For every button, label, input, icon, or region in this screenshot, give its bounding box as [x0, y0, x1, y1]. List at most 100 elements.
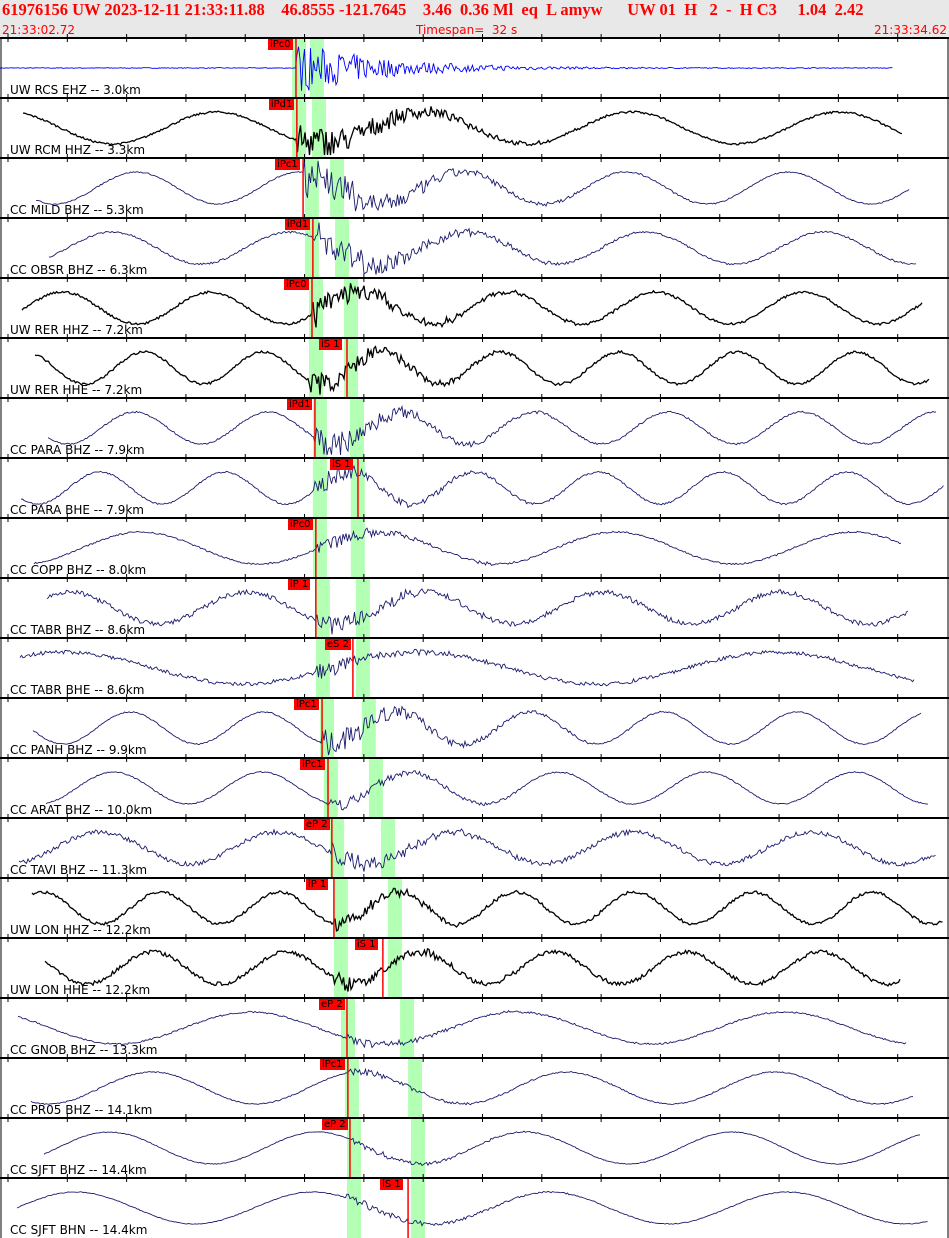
station-label: CC MILD BHZ -- 5.3km [10, 203, 144, 217]
p-window [312, 458, 327, 518]
waveform [47, 404, 937, 456]
s-window [381, 818, 396, 878]
station-label: CC TAVI BHZ -- 11.3km [10, 863, 148, 877]
trace-12[interactable] [0, 754, 949, 818]
waveform [43, 1130, 921, 1167]
trace-5[interactable] [0, 334, 949, 398]
station-label: CC ARAT BHZ -- 10.0km [10, 803, 153, 817]
waveform [18, 828, 936, 872]
trace-4[interactable] [0, 274, 949, 338]
station-label: CC SJFT BHZ -- 14.4km [10, 1163, 147, 1177]
pick-label[interactable]: iPd1 [286, 399, 313, 410]
s-window [350, 518, 365, 578]
waveform [45, 770, 928, 811]
trace-18[interactable] [0, 1114, 949, 1178]
pick-label[interactable]: iPc1 [294, 699, 319, 710]
trace-10[interactable] [0, 634, 949, 698]
trace-3[interactable] [0, 214, 949, 278]
s-window [400, 998, 415, 1058]
trace-16[interactable] [0, 994, 949, 1058]
trace-13[interactable] [0, 814, 949, 878]
station-label: CC PR05 BHZ -- 14.1km [10, 1103, 153, 1117]
waveform [20, 464, 944, 509]
s-window [355, 638, 370, 698]
timespan: Timespan= 32 s [416, 23, 518, 37]
waveform [17, 1010, 907, 1049]
pick-label[interactable]: iPd1 [284, 219, 311, 230]
waveform [34, 345, 930, 395]
pick-label[interactable]: iS 1 [380, 1179, 403, 1190]
s-window [311, 98, 326, 158]
station-label: CC PARA BHZ -- 7.9km [10, 443, 145, 457]
s-window [411, 1178, 426, 1238]
trace-17[interactable] [0, 1054, 949, 1118]
pick-label[interactable]: eS 2 [324, 639, 351, 650]
waveform [46, 588, 909, 635]
waveform [30, 1067, 914, 1106]
trace-9[interactable] [0, 574, 949, 638]
s-window [368, 758, 383, 818]
pick-label[interactable]: iS 1 [318, 339, 342, 350]
trace-6[interactable] [0, 394, 949, 458]
trace-15[interactable] [0, 934, 949, 998]
trace-2[interactable] [0, 154, 949, 218]
station-label: CC TABR BHE -- 8.6km [10, 683, 145, 697]
pick-label[interactable]: eP 2 [318, 999, 345, 1010]
station-label: UW RER HHZ -- 7.2km [10, 323, 143, 337]
station-label: UW RCS EHZ -- 3.0km [10, 83, 141, 97]
trace-0[interactable] [0, 34, 949, 98]
pick-label[interactable]: iP 1 [287, 579, 311, 590]
trace-11[interactable] [0, 694, 949, 758]
s-window [355, 578, 370, 638]
waveform [44, 948, 901, 992]
pick-label[interactable]: iS 1 [354, 939, 378, 950]
pick-label[interactable]: iPc0 [267, 39, 293, 50]
p-window [315, 578, 330, 638]
pick-label[interactable]: iPc1 [299, 759, 325, 770]
pick-label[interactable]: iP 1 [305, 879, 329, 890]
station-label: CC OBSR BHZ -- 6.3km [10, 263, 148, 277]
station-label: UW RER HHE -- 7.2km [10, 383, 143, 397]
pick-label[interactable]: iPc1 [275, 159, 300, 170]
p-window [304, 218, 319, 278]
s-window [411, 1118, 426, 1178]
waveform [36, 160, 910, 212]
waveform [22, 106, 903, 156]
trace-8[interactable] [0, 514, 949, 578]
pick-label[interactable]: iPc0 [283, 279, 309, 290]
pick-label[interactable]: iPc1 [319, 1059, 345, 1070]
station-label: UW LON HHZ -- 12.2km [10, 923, 151, 937]
trace-19[interactable] [0, 1174, 949, 1238]
pick-label[interactable]: iPc0 [287, 519, 313, 530]
p-window [323, 758, 338, 818]
pick-label[interactable]: iPd1 [268, 99, 295, 110]
station-label: CC PANH BHZ -- 9.9km [10, 743, 147, 757]
trace-14[interactable] [0, 874, 949, 938]
p-window [346, 1118, 361, 1178]
waveform [33, 527, 902, 566]
waveform [21, 283, 923, 329]
pick-label[interactable]: eP 2 [321, 1119, 348, 1130]
pick-label[interactable]: iS 1 [329, 459, 353, 470]
station-label: UW RCM HHZ -- 3.3km [10, 143, 146, 157]
waveform [31, 887, 943, 932]
waveform [19, 648, 915, 687]
station-label: UW LON HHE -- 12.2km [10, 983, 151, 997]
waveform [16, 1190, 928, 1227]
waveform [32, 705, 922, 756]
p-window [344, 1058, 359, 1118]
station-label: CC GNOB BHZ -- 13.3km [10, 1043, 158, 1057]
station-label: CC TABR BHZ -- 8.6km [10, 623, 146, 637]
p-window [304, 158, 319, 218]
event-header: 61976156 UW 2023-12-11 21:33:11.88 46.85… [0, 0, 949, 38]
station-label: CC COPP BHZ -- 8.0km [10, 563, 147, 577]
pick-label[interactable]: eP 2 [303, 819, 330, 830]
trace-7[interactable] [0, 454, 949, 518]
trace-1[interactable] [0, 94, 949, 158]
s-window [349, 398, 364, 458]
s-window [344, 278, 359, 338]
p-window [341, 998, 356, 1058]
start-time: 21:33:02.72 [2, 23, 75, 37]
s-window [408, 1058, 423, 1118]
